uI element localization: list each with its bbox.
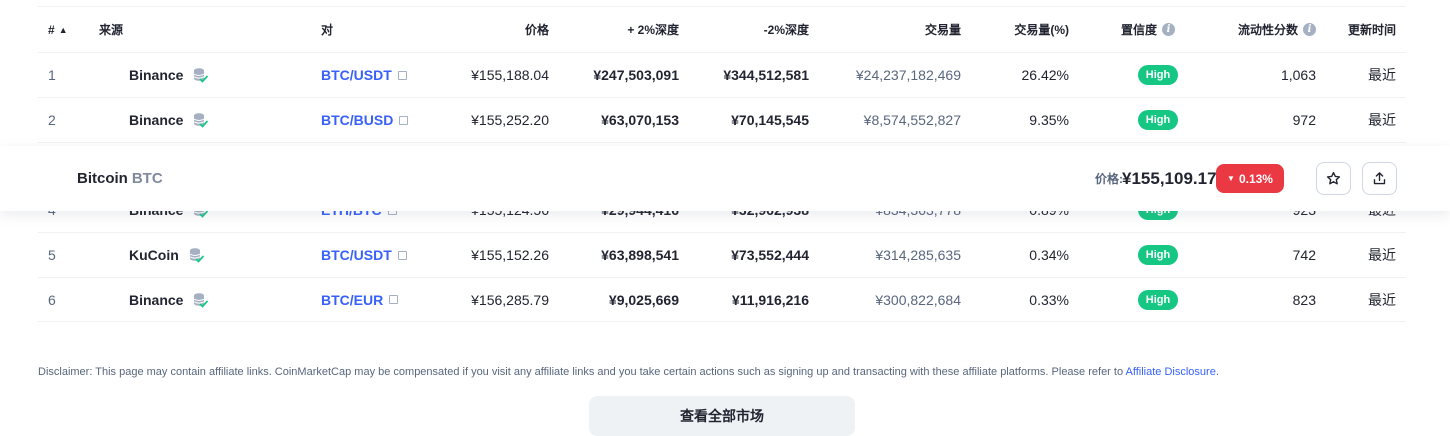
plus2-depth: ¥9,025,669 [608, 291, 679, 308]
caret-down-icon: ▼ [1227, 174, 1235, 183]
volume-pct: 0.34% [1029, 247, 1069, 263]
sort-up-icon: ▲ [58, 24, 68, 35]
updated: 最近 [1368, 67, 1396, 83]
pair-link[interactable]: BTC/USDT [321, 53, 407, 97]
info-icon[interactable]: i [1303, 23, 1316, 36]
volume: ¥300,822,684 [875, 291, 961, 308]
share-icon [1373, 172, 1386, 185]
minus2-depth: ¥70,145,545 [731, 112, 809, 128]
exchange[interactable]: Binance [129, 53, 209, 97]
confidence: High [1137, 278, 1179, 321]
confidence-badge: High [1137, 289, 1179, 310]
pair-link[interactable]: BTC/USDT [321, 233, 407, 277]
proof-of-reserves-icon [192, 292, 209, 308]
volume: ¥8,574,552,827 [863, 112, 961, 128]
header-plus2[interactable]: + 2%深度 [627, 23, 679, 37]
price: ¥155,152.26 [471, 247, 549, 263]
price: ¥155,252.20 [471, 112, 549, 128]
volume: ¥314,285,635 [875, 247, 961, 263]
info-icon[interactable]: i [1162, 23, 1176, 36]
confidence: High [1137, 233, 1179, 277]
price: ¥156,285.79 [471, 291, 549, 308]
sticky-coin-header: Bitcoin BTC 价格: ¥155,109.17 ▼ 0.13% [0, 146, 1450, 211]
table-header: # ▲ 来源 对 价格 + 2%深度 -2%深度 交易量 交易量(%) 置信度 i … [38, 6, 1406, 52]
proof-of-reserves-icon [188, 247, 204, 263]
exchange[interactable]: Binance [129, 98, 209, 142]
volume-pct: 9.35% [1029, 112, 1069, 128]
table-row[interactable]: 1 Binance BTC/USDT ¥155,188.04 ¥247,503,… [38, 52, 1406, 97]
header-confidence[interactable]: 置信度 i [1121, 7, 1176, 52]
external-link-icon [399, 115, 409, 125]
markets-table: # ▲ 来源 对 价格 + 2%深度 -2%深度 交易量 交易量(%) 置信度 i … [38, 6, 1406, 322]
price-label: 价格: [1095, 172, 1123, 186]
volume-pct: 26.42% [1021, 67, 1069, 83]
header-price[interactable]: 价格 [524, 23, 549, 37]
star-icon [1326, 171, 1341, 185]
updated: 最近 [1368, 291, 1396, 308]
view-all-markets-button[interactable]: 查看全部市场 [589, 396, 855, 436]
confidence-badge: High [1137, 65, 1179, 85]
pair-link[interactable]: BTC/EUR [321, 278, 399, 321]
exchange[interactable]: Binance [129, 278, 209, 321]
table-row [38, 142, 1406, 187]
header-source[interactable]: 来源 [99, 23, 124, 37]
table-row[interactable]: 5 KuCoin BTC/USDT ¥155,152.26 ¥63,898,54… [38, 232, 1406, 277]
minus2-depth: ¥73,552,444 [731, 247, 809, 263]
external-link-icon [397, 250, 407, 260]
header-minus2[interactable]: -2%深度 [763, 23, 809, 37]
volume: ¥24,237,182,469 [855, 67, 961, 83]
confidence-badge: High [1137, 245, 1179, 265]
price: ¥155,188.04 [471, 67, 549, 83]
volume-pct: 0.33% [1029, 291, 1069, 308]
watchlist-star-button[interactable] [1316, 162, 1351, 195]
plus2-depth: ¥63,070,153 [601, 112, 679, 128]
header-volume[interactable]: 交易量 [924, 23, 961, 37]
disclaimer: Disclaimer: This page may contain affili… [38, 366, 1219, 378]
header-pair[interactable]: 对 [321, 23, 334, 37]
header-volume-pct[interactable]: 交易量(%) [1014, 23, 1069, 37]
external-link-icon [389, 295, 399, 304]
table-row[interactable]: 6 Binance BTC/EUR ¥156,285.79 ¥9,025,669… [38, 277, 1406, 322]
affiliate-disclosure-link[interactable]: Affiliate Disclosure [1125, 366, 1216, 378]
external-link-icon [397, 70, 407, 80]
minus2-depth: ¥344,512,581 [723, 67, 809, 83]
coin-symbol: BTC [131, 170, 163, 187]
liquidity-score: 1,063 [1280, 67, 1316, 83]
header-liquidity[interactable]: 流动性分数 i [1238, 7, 1316, 52]
table-row[interactable]: 2 Binance BTC/BUSD ¥155,252.20 ¥63,070,1… [38, 97, 1406, 142]
updated: 最近 [1368, 112, 1396, 128]
coin-name: Bitcoin [77, 170, 128, 187]
confidence: High [1137, 98, 1179, 142]
liquidity-score: 823 [1292, 291, 1316, 308]
rank: 5 [48, 247, 56, 263]
liquidity-score: 742 [1292, 247, 1316, 263]
header-updated[interactable]: 更新时间 [1347, 23, 1396, 37]
rank: 6 [48, 291, 56, 308]
confidence: High [1137, 53, 1179, 97]
share-button[interactable] [1362, 162, 1397, 195]
coin-price: ¥155,109.17 [1122, 168, 1217, 188]
proof-of-reserves-icon [192, 67, 209, 83]
plus2-depth: ¥63,898,541 [601, 247, 679, 263]
rank: 1 [48, 67, 56, 83]
liquidity-score: 972 [1292, 112, 1316, 128]
proof-of-reserves-icon [192, 112, 209, 128]
rank: 2 [48, 112, 56, 128]
exchange[interactable]: KuCoin [129, 233, 204, 277]
pair-link[interactable]: BTC/BUSD [321, 98, 409, 142]
confidence-badge: High [1137, 110, 1179, 130]
sort-rank[interactable]: # ▲ [48, 22, 68, 37]
updated: 最近 [1368, 247, 1396, 263]
price-change-badge: ▼ 0.13% [1216, 164, 1284, 193]
minus2-depth: ¥11,916,216 [731, 291, 809, 308]
plus2-depth: ¥247,503,091 [593, 67, 679, 83]
